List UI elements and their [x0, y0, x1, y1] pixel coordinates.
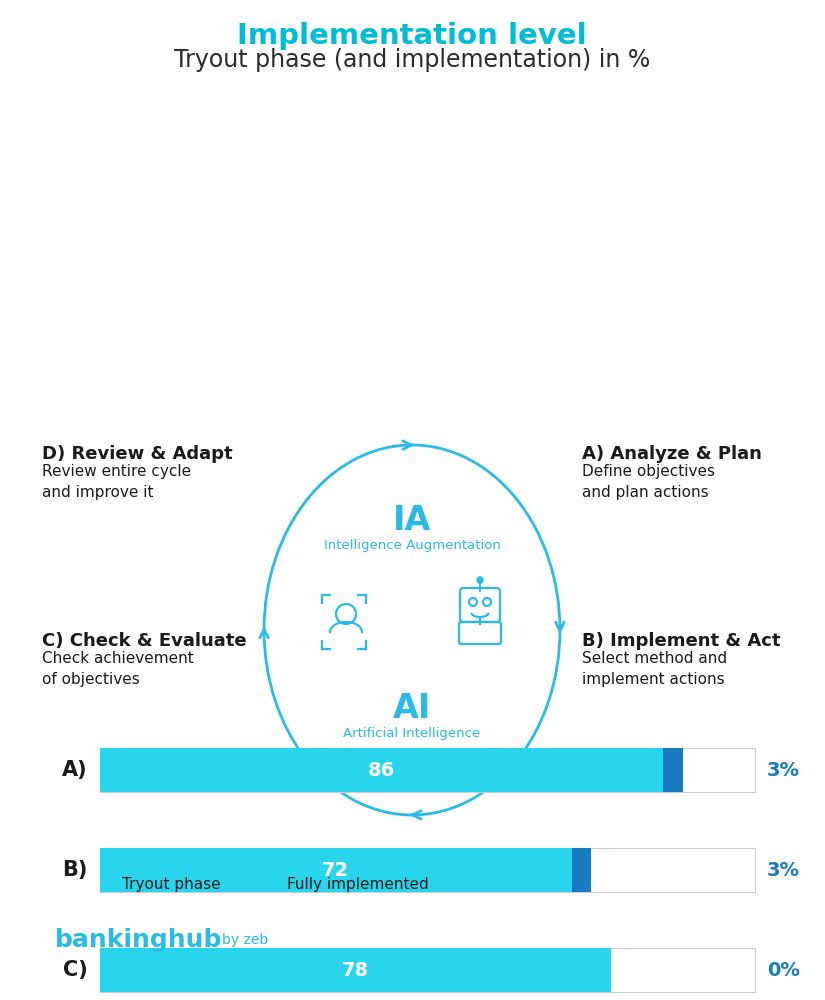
Text: B) Implement & Act: B) Implement & Act: [582, 632, 780, 650]
Bar: [663, 748, 683, 792]
Text: 86: 86: [368, 760, 395, 780]
Text: Tryout phase (and implementation) in %: Tryout phase (and implementation) in %: [174, 48, 650, 72]
Text: 3%: 3%: [767, 760, 800, 780]
Bar: [100, 748, 755, 792]
Text: 0%: 0%: [767, 960, 800, 980]
Text: A) Analyze & Plan: A) Analyze & Plan: [582, 445, 761, 463]
Text: IA: IA: [393, 504, 431, 536]
Bar: [265, 877, 280, 892]
Circle shape: [477, 577, 483, 583]
Text: C): C): [64, 960, 88, 980]
Text: by zeb: by zeb: [222, 933, 268, 947]
Bar: [100, 748, 663, 792]
Text: 72: 72: [323, 860, 349, 880]
Text: C) Check & Evaluate: C) Check & Evaluate: [42, 632, 247, 650]
Bar: [100, 877, 115, 892]
Text: Tryout phase: Tryout phase: [122, 877, 220, 892]
Bar: [100, 948, 755, 992]
Text: A): A): [63, 760, 88, 780]
Text: 3%: 3%: [767, 860, 800, 880]
Text: Fully implemented: Fully implemented: [287, 877, 429, 892]
Text: Define objectives
and plan actions: Define objectives and plan actions: [582, 464, 715, 500]
Text: B): B): [63, 860, 88, 880]
Text: Artificial Intelligence: Artificial Intelligence: [343, 726, 481, 740]
Text: 78: 78: [342, 960, 369, 980]
Bar: [100, 848, 755, 892]
Text: Implementation level: Implementation level: [237, 22, 587, 50]
Text: Intelligence Augmentation: Intelligence Augmentation: [323, 538, 501, 552]
Bar: [572, 848, 592, 892]
Text: D) Review & Adapt: D) Review & Adapt: [42, 445, 233, 463]
Bar: [100, 948, 610, 992]
Text: Select method and
implement actions: Select method and implement actions: [582, 651, 727, 687]
Text: Check achievement
of objectives: Check achievement of objectives: [42, 651, 194, 687]
Bar: [100, 848, 572, 892]
Text: AI: AI: [393, 692, 431, 724]
Text: bankinghub: bankinghub: [55, 928, 223, 952]
Text: Review entire cycle
and improve it: Review entire cycle and improve it: [42, 464, 191, 500]
